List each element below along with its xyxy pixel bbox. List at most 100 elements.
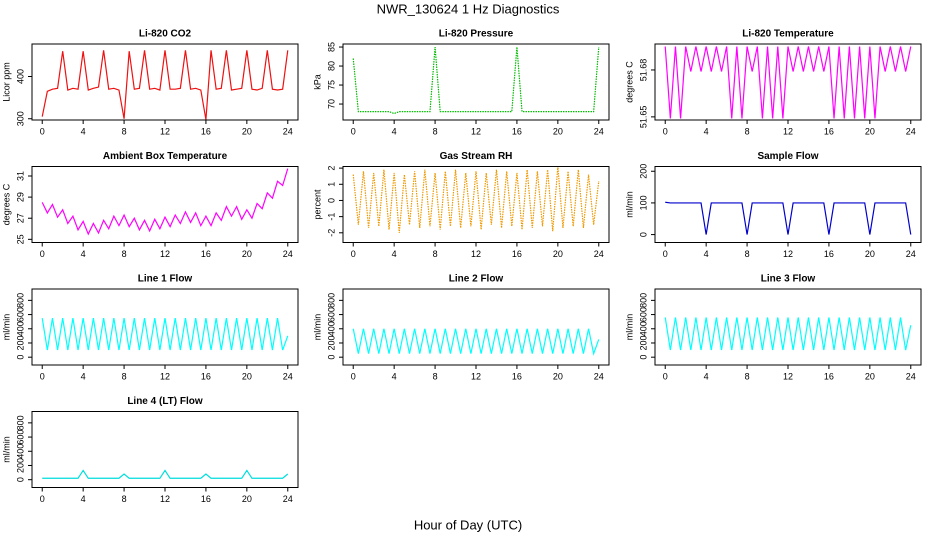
x-tick-label: 8: [122, 126, 127, 136]
y-tick-label: -2: [326, 229, 336, 237]
x-tick-label: 12: [160, 249, 170, 259]
x-tick-label: 0: [40, 249, 45, 259]
x-tick-label: 16: [201, 126, 211, 136]
panel-title: Li-820 Temperature: [742, 29, 834, 40]
x-tick-label: 4: [81, 249, 86, 259]
y-tick-label: 200: [326, 335, 336, 350]
x-tick-label: 0: [351, 371, 356, 381]
y-tick-label: 1: [326, 182, 336, 187]
x-axis-label: Hour of Day (UTC): [414, 517, 522, 532]
y-axis-label: ml/min: [1, 436, 11, 463]
x-tick-label: 16: [201, 249, 211, 259]
panel: Line 4 (LT) Flow ml/min 0 4 8 12 16 20 24 0 200400…: [1, 396, 299, 504]
x-tick-label: 24: [906, 249, 916, 259]
y-tick-label: 0: [15, 477, 25, 482]
y-tick-label: 85: [326, 42, 336, 52]
data-line: [352, 166, 600, 233]
y-axis-label: degrees C: [624, 61, 634, 103]
panel: Line 2 Flow ml/min 0 4 8 12 16 20 24 0 20040060080…: [312, 274, 610, 381]
x-tick-label: 4: [704, 249, 709, 259]
y-tick-label: 800: [15, 293, 25, 308]
data-line: [665, 201, 912, 235]
x-tick-label: 4: [392, 371, 397, 381]
x-tick-label: 24: [594, 126, 604, 136]
x-tick-label: 20: [242, 126, 252, 136]
panel: Ambient Box Temperature degrees C 0 4 8 12 16 2…: [1, 151, 299, 259]
panel: Line 1 Flow ml/min 0 4 8 12 16 20 24 0 20040060080…: [1, 274, 299, 381]
panel: Line 3 Flow ml/min 0 4 8 12 16 20 24 0 20040060080…: [624, 274, 922, 381]
x-tick-label: 20: [865, 371, 875, 381]
panel-title: Line 1 Flow: [138, 274, 193, 285]
x-tick-label: 16: [512, 371, 522, 381]
x-tick-label: 0: [40, 494, 45, 504]
x-tick-label: 20: [242, 494, 252, 504]
x-tick-label: 16: [824, 126, 834, 136]
y-axis-label: Licor ppm: [1, 62, 11, 102]
y-tick-label: 51.65: [638, 106, 648, 129]
x-tick-label: 0: [663, 371, 668, 381]
panel-title: Li-820 Pressure: [439, 29, 514, 40]
x-tick-label: 8: [745, 126, 750, 136]
y-tick-label: 200: [638, 164, 648, 179]
figure-title: NWR_130624 1 Hz Diagnostics: [377, 1, 560, 16]
y-tick-label: 25: [15, 234, 25, 244]
y-tick-label: 2: [326, 166, 336, 171]
x-tick-label: 4: [704, 371, 709, 381]
x-tick-label: 0: [40, 371, 45, 381]
y-axis-label: ml/min: [624, 314, 634, 341]
y-tick-label: 600: [326, 307, 336, 322]
x-tick-label: 20: [865, 126, 875, 136]
y-tick-label: 400: [15, 321, 25, 336]
x-tick-label: 12: [160, 494, 170, 504]
y-tick-label: 800: [326, 293, 336, 308]
y-tick-label: 31: [15, 171, 25, 181]
x-tick-label: 12: [160, 126, 170, 136]
panel-title: Ambient Box Temperature: [103, 151, 228, 162]
x-tick-label: 0: [40, 126, 45, 136]
y-tick-label: 0: [326, 198, 336, 203]
panel-title: Sample Flow: [757, 151, 818, 162]
plot-frame: [654, 288, 922, 366]
y-tick-label: 400: [15, 444, 25, 459]
plot-frame: [342, 43, 610, 121]
data-line: [664, 317, 912, 351]
x-tick-label: 12: [471, 126, 481, 136]
y-tick-label: 600: [15, 307, 25, 322]
y-tick-label: 200: [638, 335, 648, 350]
plot-frame: [31, 43, 299, 121]
y-axis-label: degrees C: [1, 183, 11, 225]
x-tick-label: 20: [242, 249, 252, 259]
y-tick-label: 400: [638, 321, 648, 336]
x-tick-label: 12: [160, 371, 170, 381]
x-tick-label: 0: [663, 126, 668, 136]
x-tick-label: 0: [351, 126, 356, 136]
y-axis-label: kPa: [312, 74, 322, 90]
x-tick-label: 8: [122, 249, 127, 259]
x-tick-label: 12: [471, 249, 481, 259]
y-tick-label: 800: [638, 293, 648, 308]
y-tick-label: 27: [15, 213, 25, 223]
x-tick-label: 16: [824, 249, 834, 259]
plot-frame: [31, 288, 299, 366]
x-tick-label: 0: [351, 249, 356, 259]
panel: Li-820 Pressure kPa 0 4 8 12 16 20 24 70 75 80 85: [312, 29, 610, 136]
y-tick-label: 400: [15, 69, 25, 84]
y-tick-label: 800: [15, 415, 25, 430]
data-line: [352, 46, 600, 115]
panel-title: Line 3 Flow: [761, 274, 816, 285]
plot-frame: [31, 411, 299, 488]
panel: Sample Flow ml/min 0 4 8 12 16 20 24 0 100 200: [624, 151, 922, 259]
y-tick-label: 29: [15, 192, 25, 202]
y-tick-label: 80: [326, 61, 336, 71]
data-line: [41, 50, 289, 120]
y-axis-label: ml/min: [312, 314, 322, 341]
x-tick-label: 12: [783, 249, 793, 259]
y-tick-label: 300: [15, 111, 25, 126]
y-tick-label: 75: [326, 80, 336, 90]
x-tick-label: 24: [283, 249, 293, 259]
x-tick-label: 16: [201, 371, 211, 381]
y-axis-label: percent: [312, 189, 322, 220]
x-tick-label: 8: [433, 249, 438, 259]
x-tick-label: 0: [663, 249, 668, 259]
